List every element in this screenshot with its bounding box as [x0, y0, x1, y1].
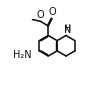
Text: H₂N: H₂N [13, 50, 31, 60]
Text: O: O [49, 7, 56, 17]
Text: N: N [64, 25, 71, 35]
Text: O: O [36, 10, 44, 20]
Text: H: H [64, 24, 70, 33]
